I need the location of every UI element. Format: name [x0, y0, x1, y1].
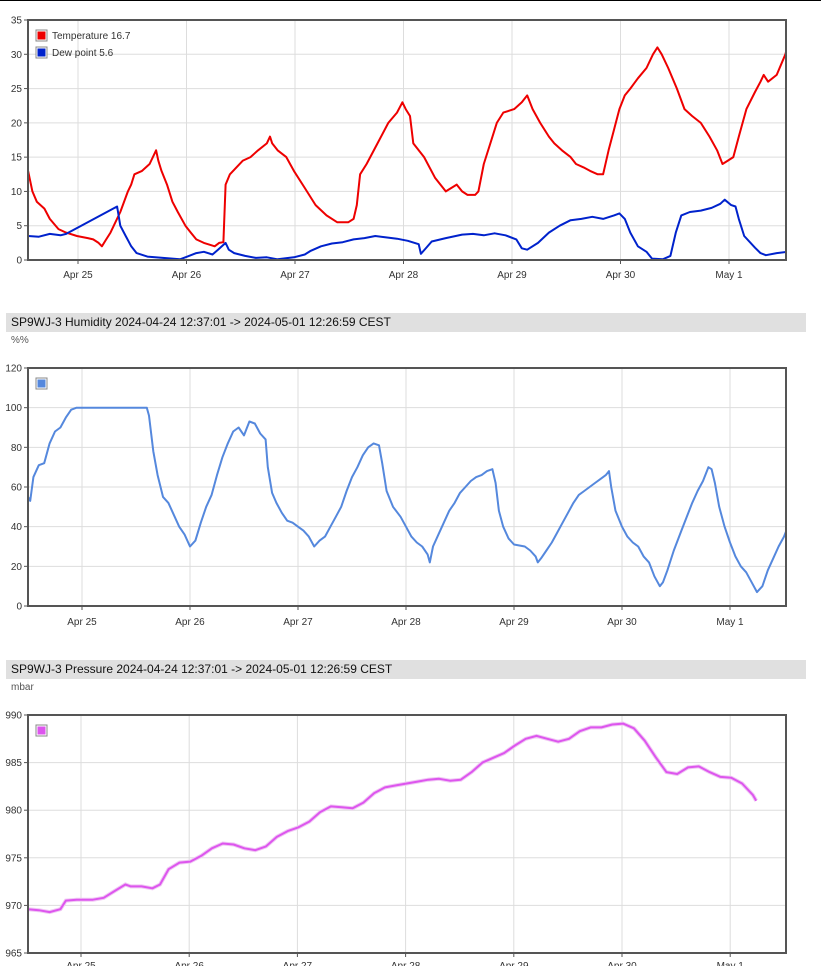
plot-border [27, 367, 787, 607]
humidity-chart-title: SP9WJ-3 Humidity 2024-04-24 12:37:01 -> … [6, 313, 806, 332]
y-tick-label: 5 [16, 221, 22, 232]
y-tick-label: 0 [16, 602, 22, 613]
x-tick-label: Apr 28 [389, 270, 419, 281]
y-tick-label: 100 [5, 403, 22, 414]
x-tick-label: Apr 26 [174, 961, 204, 966]
y-tick-label: 15 [11, 153, 23, 164]
humidity-chart: 0 20 40 60 80 100 120 Apr 25 Apr 26 Apr 27 Apr 28 A… [5, 364, 787, 628]
x-tick-label: Apr 28 [391, 617, 421, 628]
temperature-chart: 0 5 10 15 20 25 30 35 Apr 25 Apr 26 Apr 27 Apr 28 Ap… [11, 16, 787, 281]
x-tick-label: Apr 27 [283, 961, 313, 966]
plot-border [27, 714, 787, 954]
legend-swatch [37, 48, 46, 57]
legend-swatch [37, 726, 46, 735]
plot-border [27, 19, 787, 261]
y-tick-label: 35 [11, 16, 23, 27]
x-tick-label: Apr 29 [497, 270, 527, 281]
x-tick-label: May 1 [716, 617, 744, 628]
y-tick-label: 120 [5, 364, 22, 375]
x-tick-label: Apr 26 [172, 270, 202, 281]
series-line-1 [28, 198, 786, 260]
y-tick-label: 0 [16, 256, 22, 267]
plot-area [28, 20, 786, 260]
pressure-chart-title: SP9WJ-3 Pressure 2024-04-24 12:37:01 -> … [6, 660, 806, 679]
y-tick-label: 40 [11, 522, 23, 533]
x-tick-label: Apr 27 [280, 270, 310, 281]
x-tick-label: Apr 25 [63, 270, 93, 281]
legend-swatch [37, 379, 46, 388]
plot-area [28, 715, 786, 953]
y-tick-label: 975 [5, 853, 22, 864]
y-tick-label: 970 [5, 901, 22, 912]
y-tick-label: 20 [11, 562, 23, 573]
x-tick-label: Apr 27 [283, 617, 313, 628]
y-tick-label: 965 [5, 949, 22, 960]
series-line-0 [28, 46, 786, 248]
y-tick-label: 80 [11, 443, 23, 454]
y-tick-label: 985 [5, 758, 22, 769]
series-line-0 [28, 722, 758, 914]
series-line-0 [28, 406, 786, 594]
pressure-chart: 965 970 975 980 985 990 Apr 25 Apr 26 Apr 27 Apr … [5, 711, 787, 966]
y-tick-label: 25 [11, 84, 23, 95]
top-border [0, 0, 821, 1]
x-tick-label: Apr 29 [499, 617, 529, 628]
x-tick-label: Apr 28 [391, 961, 421, 966]
y-tick-label: 20 [11, 118, 23, 129]
y-tick-label: 30 [11, 50, 23, 61]
y-tick-label: 60 [11, 483, 23, 494]
x-tick-label: May 1 [717, 961, 745, 966]
legend-label: Temperature 16.7 [52, 31, 131, 42]
legend-label: Dew point 5.6 [52, 48, 114, 59]
y-tick-label: 990 [5, 711, 22, 722]
y-tick-label: 980 [5, 806, 22, 817]
x-tick-label: Apr 29 [499, 961, 529, 966]
legend-swatch [37, 31, 46, 40]
x-tick-label: Apr 30 [606, 270, 636, 281]
humidity-unit-label: %% [11, 335, 29, 346]
x-tick-label: Apr 30 [607, 961, 637, 966]
x-tick-label: Apr 25 [67, 617, 97, 628]
y-tick-label: 10 [11, 187, 23, 198]
x-tick-label: Apr 26 [175, 617, 205, 628]
x-tick-label: May 1 [715, 270, 743, 281]
pressure-unit-label: mbar [11, 682, 34, 693]
x-tick-label: Apr 30 [607, 617, 637, 628]
x-tick-label: Apr 25 [66, 961, 96, 966]
